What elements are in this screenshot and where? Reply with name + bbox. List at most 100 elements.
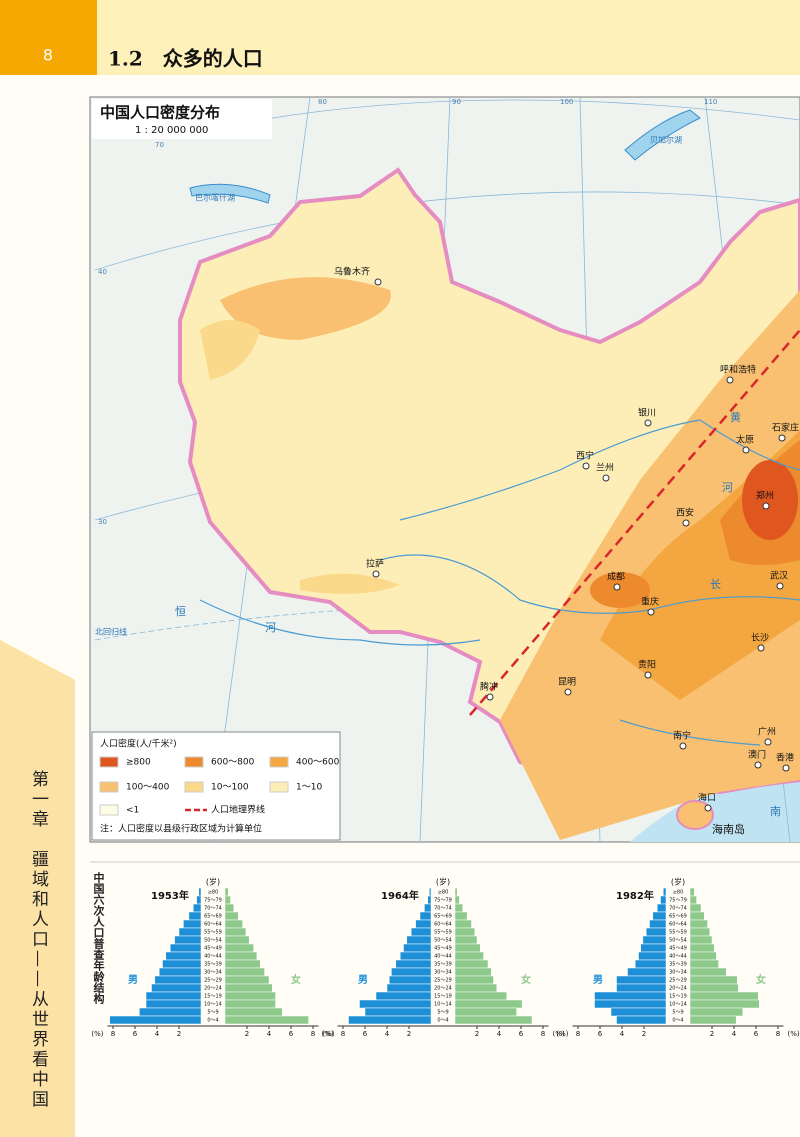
pyramid-title: 1982年	[616, 889, 654, 902]
male-bar	[594, 999, 667, 1009]
feature-label: 南	[770, 805, 781, 818]
tick-label: 2	[642, 1030, 646, 1038]
age-label: 70～74	[669, 906, 687, 912]
tick-label: 6	[754, 1030, 759, 1038]
age-label: 5～9	[207, 1010, 218, 1016]
male-bar	[178, 927, 202, 937]
age-label: 65～69	[434, 914, 452, 920]
age-label: 65～69	[669, 914, 687, 920]
tick-label: 8	[311, 1030, 315, 1038]
male-label: 男	[128, 974, 138, 986]
place-label: 长沙	[751, 632, 769, 644]
male-bar	[196, 895, 202, 905]
male-bar	[395, 959, 432, 969]
age-unit: (岁)	[206, 877, 220, 887]
place-label: 兰州	[596, 462, 614, 474]
age-label: ≥80	[673, 890, 684, 896]
male-bar	[169, 943, 202, 953]
male-bar	[652, 911, 667, 921]
tick-label: 8	[111, 1030, 115, 1038]
male-bar	[424, 903, 432, 913]
age-label: 50～54	[204, 938, 222, 944]
legend-label: 1～10	[296, 783, 322, 793]
female-bar	[454, 911, 468, 921]
male-bar	[399, 951, 432, 961]
male-bar	[638, 951, 667, 961]
age-label: 60～64	[669, 922, 687, 928]
map-title: 中国人口密度分布	[100, 104, 220, 122]
female-bar	[224, 903, 235, 913]
female-bar	[689, 911, 705, 921]
tick-label: 2	[407, 1030, 411, 1038]
lake	[624, 109, 701, 161]
age-label: 45～49	[204, 946, 222, 952]
tick-label: 8	[576, 1030, 580, 1038]
age-label: 75～79	[204, 898, 222, 904]
female-bar	[454, 975, 494, 985]
male-bar	[174, 935, 202, 945]
age-label: 10～14	[669, 1002, 687, 1008]
place-label: 石家庄	[772, 422, 799, 434]
male-bar	[348, 1015, 432, 1025]
parallel	[259, 99, 800, 121]
city-marker	[582, 462, 590, 470]
feature-label: 贝加尔湖	[650, 135, 682, 145]
tick-label: 4	[732, 1030, 737, 1038]
female-bar	[224, 983, 273, 993]
city-marker	[486, 693, 494, 701]
male-bar	[634, 959, 667, 969]
female-bar	[224, 935, 250, 945]
parallel-label: 70	[155, 141, 164, 149]
age-label: 35～39	[434, 962, 452, 968]
age-label: 0～4	[672, 1018, 683, 1024]
male-bar	[660, 895, 667, 905]
city-marker	[776, 582, 784, 590]
age-label: 60～64	[204, 922, 222, 928]
header-band	[97, 0, 800, 75]
male-bar	[640, 943, 667, 953]
age-label: 55～59	[434, 930, 452, 936]
female-bar	[689, 1015, 737, 1025]
male-bar	[154, 975, 202, 985]
legend-box	[91, 731, 341, 841]
male-bar	[415, 919, 432, 929]
tick-label: 4	[620, 1030, 625, 1038]
city-marker	[644, 671, 652, 679]
male-bar	[616, 975, 667, 985]
male-bar	[375, 991, 432, 1001]
page-number: 8	[43, 46, 53, 65]
city-marker	[757, 644, 765, 652]
place-label: 郑州	[756, 490, 774, 502]
male-bar	[649, 919, 667, 929]
male-bar	[663, 887, 667, 897]
feature-label: 长	[710, 578, 721, 591]
place-label: 昆明	[558, 677, 576, 688]
tick-label: 8	[341, 1030, 345, 1038]
age-label: 40～44	[669, 954, 687, 960]
male-bar	[410, 927, 432, 937]
city-marker	[726, 376, 734, 384]
age-label: 20～24	[204, 986, 222, 992]
female-bar	[689, 895, 697, 905]
density-zone	[590, 572, 650, 608]
female-bar	[454, 887, 458, 897]
map-title-box	[92, 99, 272, 139]
age-label: 30～34	[434, 970, 452, 976]
age-label: ≥80	[208, 890, 219, 896]
age-label: 30～34	[204, 970, 222, 976]
place-label: 重庆	[641, 596, 659, 608]
age-label: 10～14	[204, 1002, 222, 1008]
city-marker	[613, 583, 621, 591]
male-bar	[429, 887, 432, 897]
female-bar	[224, 959, 261, 969]
female-bar	[689, 999, 760, 1009]
place-label: 武汉	[770, 570, 788, 582]
male-bar	[419, 911, 432, 921]
place-label: 香港	[776, 752, 794, 764]
age-label: 50～54	[669, 938, 687, 944]
age-label: 20～24	[434, 986, 452, 992]
female-bar	[454, 903, 463, 913]
age-label: 70～74	[204, 906, 222, 912]
age-label: 70～74	[434, 906, 452, 912]
